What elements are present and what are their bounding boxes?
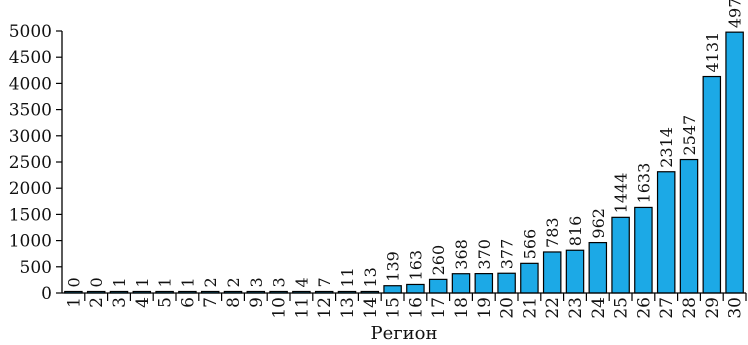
x-tick-label: 20 (498, 297, 518, 319)
x-tick-label: 21 (520, 297, 540, 319)
x-tick-label: 1 (64, 297, 84, 308)
x-tick-label: 24 (589, 297, 609, 319)
data-label: 260 (429, 245, 448, 276)
bar (565, 249, 585, 294)
y-tick-label: 3500 (9, 101, 52, 121)
data-label: 11 (338, 267, 357, 287)
x-tick-label: 22 (543, 297, 563, 319)
y-tick-label: 2000 (9, 179, 52, 199)
x-tick-label: 4 (133, 297, 153, 308)
y-tick-label: 500 (20, 258, 52, 278)
x-tick-label: 15 (384, 297, 404, 319)
x-tick-label: 6 (178, 297, 198, 308)
y-tick-label: 5000 (9, 22, 52, 42)
bar (679, 158, 699, 294)
data-label: 566 (520, 229, 539, 260)
bars (64, 31, 744, 294)
x-tick-label: 2 (87, 297, 107, 308)
data-label: 1 (110, 277, 129, 287)
x-tick-label: 12 (315, 297, 335, 319)
data-label: 1 (178, 277, 197, 287)
data-label: 377 (498, 239, 517, 270)
bar (474, 273, 494, 294)
x-tick-label: 13 (338, 297, 358, 319)
bar (428, 278, 448, 294)
bar (520, 262, 539, 294)
y-tick-label: 1000 (9, 232, 52, 252)
data-label: 1 (156, 277, 175, 287)
x-tick-label: 19 (475, 297, 495, 319)
x-tick-label: 7 (201, 297, 221, 308)
data-label: 3 (247, 277, 266, 287)
x-axis-title: Регион (370, 323, 437, 344)
y-tick-label: 0 (41, 284, 52, 304)
data-label: 2314 (657, 127, 676, 168)
x-tick-label: 9 (247, 297, 267, 308)
bar (497, 272, 516, 294)
data-label: 1444 (612, 173, 631, 214)
bar (451, 273, 471, 294)
bar (656, 171, 676, 294)
x-tick-label: 16 (406, 297, 426, 319)
x-tick-label: 29 (703, 297, 723, 319)
data-label: 7 (315, 277, 334, 287)
x-tick-label: 11 (292, 297, 312, 319)
data-label: 368 (452, 239, 471, 270)
x-tick-label: 10 (270, 297, 290, 319)
y-tick-label: 4000 (9, 74, 52, 94)
x-tick-label: 8 (224, 297, 244, 308)
x-tick-label: 28 (680, 297, 700, 319)
data-label: 4978 (726, 0, 745, 28)
bar (634, 206, 653, 294)
bar (725, 31, 744, 294)
data-label: 2547 (680, 115, 699, 156)
data-label: 4 (292, 277, 311, 287)
x-tick-label: 30 (726, 297, 746, 319)
y-tick-label: 2500 (9, 153, 52, 173)
bar (702, 75, 722, 294)
x-tick-label: 25 (612, 297, 632, 319)
data-label: 962 (589, 208, 608, 239)
data-label: 0 (87, 277, 106, 287)
bar (383, 285, 402, 294)
data-label: 3 (270, 277, 289, 287)
data-label: 370 (475, 239, 494, 270)
y-tick-label: 1500 (9, 205, 52, 225)
data-label: 13 (361, 267, 380, 287)
data-label: 0 (64, 277, 83, 287)
x-tick-label: 26 (634, 297, 654, 319)
bar (588, 241, 608, 294)
bar (406, 283, 425, 294)
data-label: 163 (406, 250, 425, 281)
x-tick-label: 23 (566, 297, 586, 319)
x-tick-label: 17 (429, 297, 449, 319)
bar (542, 251, 562, 294)
y-tick-label: 3000 (9, 127, 52, 147)
data-label: 2 (224, 277, 243, 287)
data-label: 783 (543, 217, 562, 248)
x-axis: 1 2 3 4 5 6 7 8 9 10 11 12 13 14 15 16 17 18 19 20 21 22 23 24 2… (62, 292, 747, 319)
x-tick-label: 3 (110, 297, 130, 308)
data-label: 2 (201, 277, 220, 287)
data-label: 4131 (703, 32, 722, 73)
x-tick-label: 14 (361, 297, 381, 319)
y-tick-label: 4500 (9, 48, 52, 68)
x-tick-label: 27 (657, 297, 677, 319)
data-labels: 0 0 1 1 1 1 2 2 3 3 4 7 11 13 139 163 260 368 370 377 566 783… (64, 0, 745, 288)
data-label: 1633 (634, 163, 653, 204)
data-label: 1 (133, 277, 152, 287)
bar (611, 216, 630, 294)
data-label: 139 (384, 251, 403, 282)
data-label: 816 (566, 216, 585, 247)
x-tick-label: 18 (452, 297, 472, 319)
y-axis: 0 500 1000 1500 2000 2500 3000 3500 4000 4500 5000 (9, 22, 63, 304)
x-tick-label: 5 (156, 297, 176, 308)
